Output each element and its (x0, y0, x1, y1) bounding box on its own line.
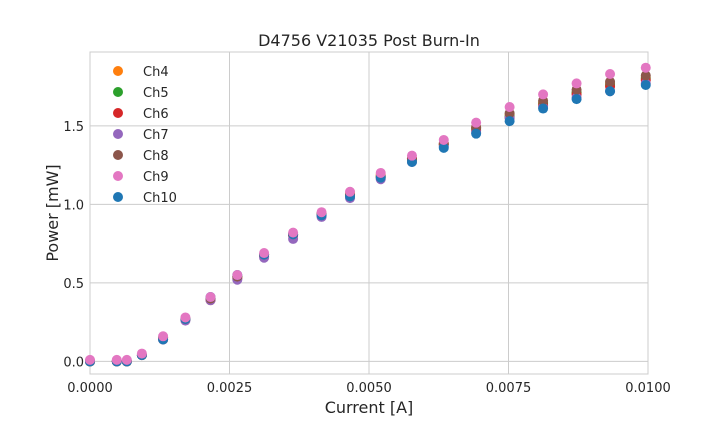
x-tick-label: 0.0025 (207, 381, 253, 396)
legend-marker (113, 87, 123, 97)
data-point-ch9 (136, 348, 147, 359)
y-axis-label: Power [mW] (43, 164, 62, 261)
y-tick-label: 1.5 (63, 120, 84, 135)
y-tick-label: 0.5 (63, 277, 84, 292)
legend-item-ch4: Ch4 (113, 65, 169, 80)
data-point-ch10 (538, 103, 549, 114)
data-point-ch9 (375, 167, 386, 178)
data-point-ch9 (605, 68, 616, 79)
data-point-ch8 (605, 76, 616, 87)
data-point-ch9 (571, 78, 582, 89)
x-tick-label: 0.0050 (346, 381, 392, 396)
legend-label: Ch8 (143, 149, 169, 164)
legend-item-ch7: Ch7 (113, 128, 169, 143)
y-tick-labels: 0.0 0.5 1.0 1.5 (63, 120, 84, 371)
legend-label: Ch4 (143, 65, 169, 80)
data-point-ch9 (288, 227, 299, 238)
data-point-ch8 (640, 70, 651, 81)
legend-label: Ch9 (143, 170, 169, 185)
legend-marker (113, 66, 123, 76)
legend-item-ch5: Ch5 (113, 86, 169, 101)
data-point-ch9 (259, 248, 270, 259)
legend-label: Ch5 (143, 86, 169, 101)
grid-lines (89, 52, 649, 374)
data-point-ch10 (571, 94, 582, 105)
data-point-ch9 (85, 354, 95, 365)
legend-marker (113, 192, 123, 202)
y-tick-label: 0.0 (63, 355, 84, 370)
data-point-ch9 (316, 207, 327, 218)
legend-label: Ch10 (143, 191, 177, 206)
y-tick-label: 1.0 (63, 198, 84, 213)
data-point-ch10 (640, 79, 651, 90)
data-point-ch9 (121, 354, 132, 365)
x-tick-labels: 0.0000 0.0025 0.0050 0.0075 0.0100 (67, 381, 671, 396)
x-tick-label: 0.0000 (67, 381, 113, 396)
data-point-ch9 (232, 270, 243, 281)
legend-item-ch6: Ch6 (113, 107, 169, 122)
chart-title: D4756 V21035 Post Burn-In (258, 31, 480, 50)
legend-label: Ch7 (143, 128, 169, 143)
data-point-ch9 (504, 101, 515, 112)
legend-label: Ch6 (143, 107, 169, 122)
data-point-ch10 (438, 142, 449, 153)
legend-item-ch9: Ch9 (113, 170, 169, 185)
data-point-ch9 (345, 186, 356, 197)
data-points (85, 62, 651, 367)
legend-marker (113, 108, 123, 118)
x-tick-label: 0.0100 (625, 381, 671, 396)
data-point-ch9 (158, 331, 169, 342)
legend-marker (113, 150, 123, 160)
series-ch9 (85, 62, 651, 365)
legend-marker (113, 171, 123, 181)
data-point-ch10 (471, 128, 482, 139)
legend-item-ch8: Ch8 (113, 149, 169, 164)
data-point-ch9 (438, 134, 449, 145)
data-point-ch9 (640, 62, 651, 73)
data-point-ch9 (538, 89, 549, 100)
data-point-ch9 (205, 292, 216, 303)
data-point-ch9 (471, 117, 482, 128)
x-tick-label: 0.0075 (486, 381, 532, 396)
legend-marker (113, 129, 123, 139)
legend: Ch4 Ch5 Ch6 Ch7 Ch8 Ch9 Ch10 (113, 65, 177, 206)
legend-item-ch10: Ch10 (113, 191, 177, 206)
data-point-ch9 (406, 150, 417, 161)
data-point-ch10 (605, 86, 616, 97)
data-point-ch10 (504, 116, 515, 127)
data-point-ch9 (180, 312, 191, 323)
data-point-ch9 (111, 354, 122, 365)
x-axis-label: Current [A] (325, 398, 414, 417)
